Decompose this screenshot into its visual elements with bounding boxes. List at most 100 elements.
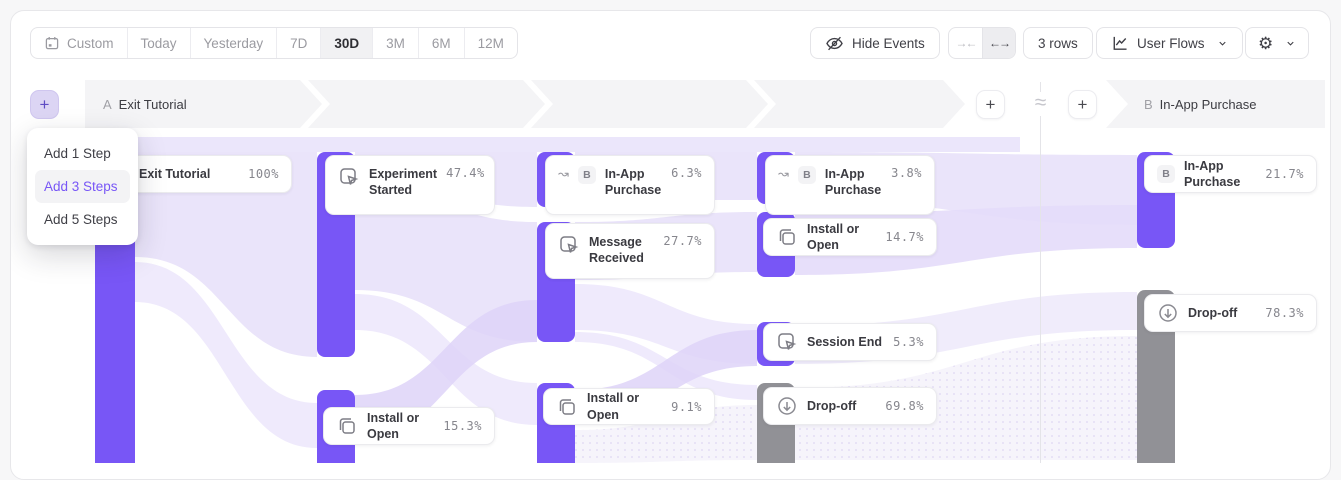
hide-events-button[interactable]: Hide Events [810,27,940,59]
date-range-3m[interactable]: 3M [372,28,418,58]
step-band-a-segment-1[interactable]: A Exit Tutorial [85,80,322,128]
view-selector-dropdown[interactable]: User Flows [1096,27,1243,59]
node-title: Install or Open [807,221,860,252]
node-title: Drop-off [807,398,857,413]
node-percentage: 9.1% [671,399,702,414]
install-copy-icon [339,418,355,434]
add-step-menu: Add 1 Step Add 3 Steps Add 5 Steps [27,128,138,245]
date-range-label: 30D [334,35,360,51]
menu-item-label: Add 1 Step [44,146,111,161]
node-percentage: 5.3% [893,335,924,349]
install-copy-icon [779,229,795,245]
step-title: In-App Purchase [1159,96,1257,112]
date-range-label: Custom [67,35,114,51]
add-step-button-start-b[interactable]: + [1068,90,1097,119]
step-letter: A [103,96,112,112]
drop-off-icon [1159,304,1177,322]
node-title: Install or Open [367,410,420,441]
node-title: Experiment Started [369,167,438,198]
node-card-in-app-purchase-6[interactable]: ↝ B In-App Purchase 6.3% [545,155,715,215]
node-card-install-or-open-15[interactable]: Install or Open 15.3% [323,407,495,445]
gear-icon: ⚙ [1258,33,1274,53]
event-cursor-icon [560,236,579,253]
date-range-yesterday[interactable]: Yesterday [189,28,277,58]
step-band-a-segment-2[interactable] [308,80,545,128]
node-card-drop-off-78[interactable]: Drop-off 78.3% [1144,294,1317,332]
node-card-in-app-purchase-21[interactable]: B In-App Purchase 21.7% [1144,155,1317,193]
event-b-badge: B [797,166,816,184]
collapse-expand-toggle: →← ←→ [948,27,1016,59]
flows-chart-icon [1113,36,1127,50]
chevron-down-icon [1218,41,1226,46]
node-card-install-or-open-14[interactable]: Install or Open 14.7% [763,218,937,256]
menu-item-add-5-steps[interactable]: Add 5 Steps [35,203,130,236]
event-cursor-icon [340,168,359,185]
node-percentage: 78.3% [1265,306,1304,320]
date-range-label: 7D [290,35,308,51]
menu-item-label: Add 3 Steps [44,179,118,194]
event-b-badge: B [577,166,596,184]
node-title: In-App Purchase [604,167,662,198]
step-band-a-segment-3[interactable] [531,80,768,128]
node-card-drop-off-69[interactable]: Drop-off 69.8% [763,387,937,425]
node-percentage: 47.4% [446,166,485,180]
date-range-today[interactable]: Today [126,28,190,58]
menu-item-add-3-steps[interactable]: Add 3 Steps [35,170,130,203]
node-title: Exit Tutorial [139,166,211,181]
event-cursor-icon [778,333,797,350]
node-title: Message Received [589,235,644,266]
event-b-badge: B [1157,165,1175,183]
node-title: Drop-off [1188,305,1238,320]
menu-item-label: Add 5 Steps [44,212,118,227]
merged-flow-icon: ↝ [778,166,789,181]
date-range-label: 3M [386,35,405,51]
merged-flow-icon: ↝ [558,166,569,181]
node-percentage: 27.7% [663,234,702,248]
node-percentage: 14.7% [885,230,924,244]
drop-off-icon [778,397,796,415]
expand-columns-button[interactable]: ←→ [982,28,1015,58]
step-letter: B [1144,96,1153,112]
section-divider-symbol: ≈ [1028,92,1053,116]
step-band-a-segment-4[interactable] [754,80,965,128]
add-step-button-end-a[interactable]: + [976,90,1005,119]
date-range-12m[interactable]: 12M [463,28,517,58]
node-title: In-App Purchase [1184,158,1241,189]
node-card-session-end[interactable]: Session End 5.3% [763,323,937,361]
menu-item-add-1-step[interactable]: Add 1 Step [35,137,130,170]
section-divider-line [1040,82,1041,463]
node-percentage: 6.3% [671,166,702,180]
date-range-label: Today [140,35,177,51]
user-flows-panel: Exit Tutorial 100% Experiment Started 47… [10,10,1331,480]
node-card-experiment-started[interactable]: Experiment Started 47.4% [325,155,495,215]
date-range-30d[interactable]: 30D [320,28,373,58]
collapse-columns-button[interactable]: →← [955,36,978,50]
node-title: In-App Purchase [824,167,882,198]
date-range-label: 12M [477,35,504,51]
node-percentage: 15.3% [443,419,482,433]
rows-label: 3 rows [1038,35,1078,51]
date-range-7d[interactable]: 7D [276,28,320,58]
node-card-message-received[interactable]: Message Received 27.7% [545,223,715,279]
add-step-button-active[interactable]: + [30,90,59,119]
date-range-label: 6M [431,35,451,51]
node-title: Session End [807,334,883,349]
node-card-exit-tutorial[interactable]: Exit Tutorial 100% [120,155,292,193]
date-range-label: Yesterday [203,35,264,51]
date-range-6m[interactable]: 6M [417,28,464,58]
step-band-b[interactable]: B In-App Purchase [1106,80,1325,128]
chevron-down-icon [1287,41,1294,46]
view-selector-label: User Flows [1137,35,1205,51]
calendar-icon [45,37,59,50]
node-title: Install or Open [587,391,640,422]
node-card-install-or-open-9[interactable]: Install or Open 9.1% [543,388,715,425]
node-percentage: 3.8% [891,166,922,180]
install-copy-icon [559,398,575,415]
settings-dropdown-button[interactable]: ⚙ [1245,27,1310,59]
date-range-custom[interactable]: Custom [31,28,127,58]
node-percentage: 21.7% [1265,167,1304,181]
step-title: Exit Tutorial [118,96,187,112]
node-card-in-app-purchase-3[interactable]: ↝ B In-App Purchase 3.8% [765,155,935,215]
date-range-selector: Custom Today Yesterday 7D 30D 3M 6M 12M [30,27,518,59]
rows-button[interactable]: 3 rows [1023,27,1093,59]
